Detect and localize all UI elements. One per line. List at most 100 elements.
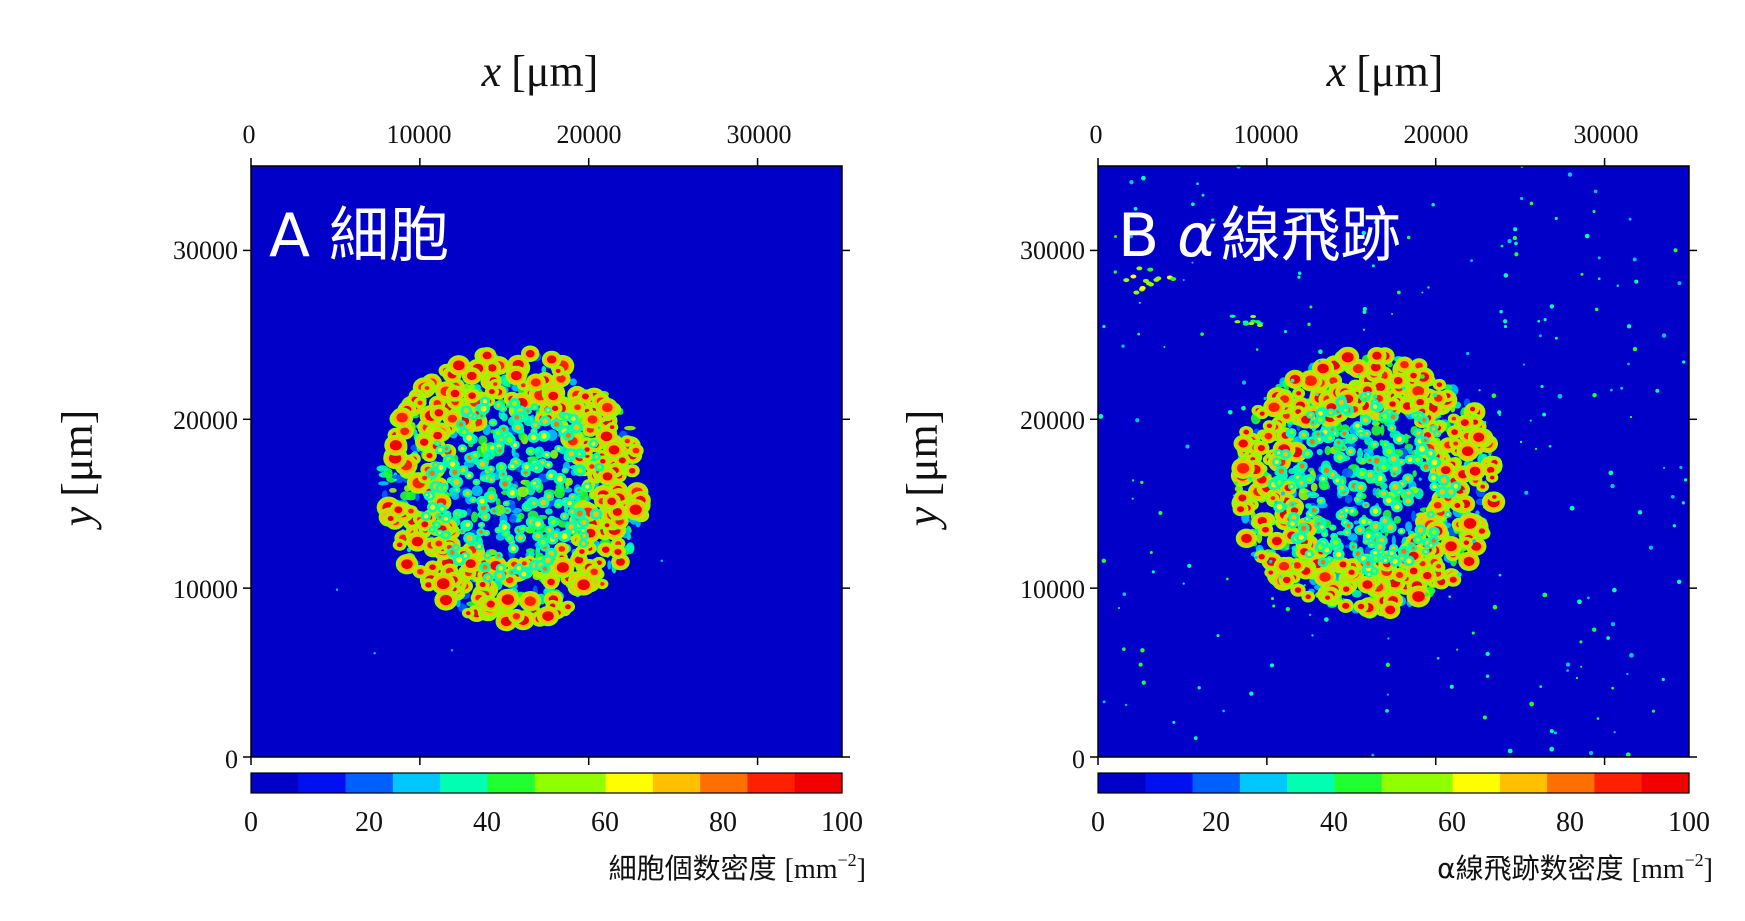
heatmap-spot: [500, 413, 508, 422]
heatmap-spot: [1307, 552, 1312, 556]
x-tick-label: 30000: [727, 120, 792, 149]
colorbar-step: [392, 773, 418, 793]
heatmap-spot: [1234, 320, 1241, 324]
heatmap-spot: [1158, 510, 1163, 515]
heatmap-spot: [1417, 527, 1424, 533]
colorbar-step: [1334, 773, 1359, 793]
heatmap-spot: [1431, 459, 1438, 466]
heatmap-spot: [1297, 271, 1302, 275]
heatmap-spot: [532, 501, 536, 505]
heatmap-spot: [548, 473, 553, 478]
colorbar-step: [1665, 773, 1690, 793]
heatmap-spot: [1456, 648, 1459, 651]
heatmap-spot: [1304, 375, 1317, 386]
heatmap-spot: [1290, 485, 1294, 488]
heatmap-spot: [1276, 503, 1283, 510]
heatmap-spot: [467, 473, 472, 478]
heatmap-spot: [629, 504, 642, 515]
heatmap-spot: [1129, 180, 1134, 185]
x-tick-label: 0: [1090, 120, 1103, 149]
heatmap-spot: [1301, 432, 1307, 438]
heatmap-spot: [551, 405, 559, 411]
heatmap-spot: [1256, 323, 1263, 327]
heatmap-spot: [1359, 470, 1365, 477]
heatmap-spot: [498, 464, 504, 470]
heatmap-spot: [1429, 513, 1433, 517]
heatmap-spot: [545, 557, 551, 564]
heatmap-spot: [1367, 572, 1371, 576]
heatmap-spot: [1359, 433, 1363, 437]
heatmap-spot: [465, 491, 470, 496]
heatmap-spot: [1358, 493, 1362, 497]
heatmap-spot: [607, 497, 616, 506]
colorbar-step: [298, 773, 323, 793]
heatmap-spot: [1439, 489, 1446, 495]
heatmap-spot: [1537, 319, 1541, 323]
colorbar-step: [723, 773, 749, 793]
heatmap-spot: [479, 530, 483, 534]
heatmap-spot: [1242, 322, 1249, 326]
heatmap-spot: [1257, 445, 1265, 452]
heatmap-spot: [389, 440, 402, 451]
heatmap-spot: [1344, 494, 1353, 504]
x-tick-label: 10000: [387, 120, 452, 149]
heatmap-spot: [447, 414, 457, 423]
heatmap-spot: [1420, 374, 1425, 379]
heatmap-spot: [600, 458, 606, 464]
heatmap-spot: [1672, 524, 1677, 528]
heatmap-spot: [1303, 584, 1306, 587]
heatmap-spot: [1386, 497, 1392, 504]
heatmap-spot: [1290, 562, 1294, 565]
heatmap-spot: [1410, 372, 1417, 379]
heatmap-spot: [1348, 569, 1355, 575]
heatmap-spot: [1324, 547, 1330, 553]
heatmap-spot: [542, 418, 548, 424]
heatmap-spot: [1478, 528, 1486, 534]
heatmap-spot: [408, 508, 414, 514]
heatmap-spot: [1480, 484, 1486, 489]
heatmap-spot: [1324, 445, 1331, 456]
heatmap-spot: [1276, 451, 1280, 455]
heatmap-spot: [1170, 276, 1177, 281]
colorbar-tick-label: 60: [1438, 807, 1466, 838]
heatmap-spot: [449, 461, 456, 467]
heatmap-spot: [1342, 431, 1347, 436]
heatmap-spot: [1250, 314, 1257, 319]
colorbar-step: [1310, 773, 1335, 793]
heatmap-spot: [569, 378, 577, 386]
heatmap-spot: [501, 524, 508, 530]
heatmap-spot: [455, 488, 459, 491]
heatmap-spot: [1268, 402, 1280, 413]
heatmap-spot: [540, 539, 546, 545]
heatmap-spot: [1371, 425, 1382, 436]
heatmap-spot: [1123, 278, 1130, 283]
heatmap-spot: [1138, 662, 1143, 667]
heatmap-spot: [1423, 571, 1432, 580]
heatmap-spot: [1362, 306, 1368, 312]
heatmap-spot: [520, 383, 526, 388]
heatmap-spot: [425, 582, 432, 588]
heatmap-spot: [614, 548, 622, 555]
heatmap-spot: [535, 533, 541, 539]
heatmap-spot: [417, 568, 424, 575]
heatmap-spot: [485, 553, 490, 558]
heatmap-spot: [1519, 440, 1523, 444]
heatmap-spot: [1305, 594, 1311, 599]
heatmap-spot: [1254, 555, 1258, 560]
heatmap-spot: [1140, 648, 1145, 653]
heatmap-spot: [534, 520, 541, 527]
heatmap-spot: [1393, 515, 1402, 524]
heatmap-spot: [1375, 382, 1386, 392]
heatmap-spot: [1431, 427, 1436, 431]
heatmap-spot: [528, 449, 533, 454]
heatmap-spot: [1566, 669, 1569, 672]
heatmap-spot: [1610, 622, 1615, 627]
heatmap-spot: [1629, 415, 1633, 419]
heatmap-spot: [582, 533, 587, 538]
heatmap-spot: [1272, 604, 1276, 608]
colorbar-step: [487, 773, 512, 793]
heatmap-spot: [1406, 558, 1412, 564]
heatmap-spot: [1297, 275, 1301, 279]
heatmap-spot: [505, 502, 508, 505]
heatmap-spot: [1449, 576, 1457, 583]
